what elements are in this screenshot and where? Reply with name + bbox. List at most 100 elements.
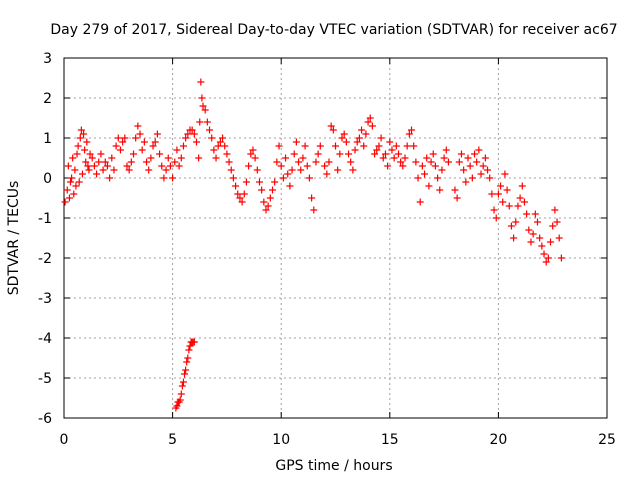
data-point [284, 170, 292, 178]
data-point [134, 122, 142, 130]
data-point [178, 382, 186, 390]
data-point [497, 182, 505, 190]
data-point [297, 166, 305, 174]
data-point [410, 142, 418, 150]
data-point [85, 166, 93, 174]
data-point [242, 178, 250, 186]
data-point [121, 134, 129, 142]
data-point [68, 174, 76, 182]
data-point [188, 126, 196, 134]
data-point [181, 370, 189, 378]
data-point [425, 182, 433, 190]
data-point [251, 154, 259, 162]
data-point [173, 402, 181, 410]
data-point [262, 206, 270, 214]
data-point [427, 158, 435, 166]
data-point [366, 114, 374, 122]
data-point [477, 170, 485, 178]
data-point [219, 134, 227, 142]
data-point [125, 166, 133, 174]
data-point [529, 230, 537, 238]
data-point [123, 162, 131, 170]
data-point [186, 342, 194, 350]
data-point [488, 190, 496, 198]
data-point [190, 130, 198, 138]
data-point [316, 142, 324, 150]
data-point [505, 202, 513, 210]
data-point [362, 130, 370, 138]
data-point [149, 142, 157, 150]
data-point [390, 154, 398, 162]
y-axis-label: SDTVAR / TECUs [6, 181, 22, 296]
data-point [538, 242, 546, 250]
data-point [166, 162, 174, 170]
data-point [364, 118, 372, 126]
data-point [264, 202, 272, 210]
data-point [525, 226, 533, 234]
data-point [557, 254, 565, 262]
plot-frame [63, 57, 608, 419]
x-tick-label: 25 [598, 432, 616, 448]
data-point [408, 126, 416, 134]
data-point [394, 150, 402, 158]
data-point [436, 186, 444, 194]
data-point [225, 158, 233, 166]
data-point [112, 142, 120, 150]
data-point [516, 194, 524, 202]
data-point [74, 142, 82, 150]
x-tick-label: 10 [272, 432, 290, 448]
data-point [78, 170, 86, 178]
data-point [197, 78, 205, 86]
data-point [232, 182, 240, 190]
data-point [80, 130, 88, 138]
data-point [375, 142, 383, 150]
data-point [347, 158, 355, 166]
data-point [345, 150, 353, 158]
data-point [275, 142, 283, 150]
data-point [119, 138, 127, 146]
data-point [279, 174, 287, 182]
data-point [143, 158, 151, 166]
data-point [340, 130, 348, 138]
y-tick-label: -6 [38, 411, 52, 427]
x-tick-label: 5 [168, 432, 177, 448]
data-point [440, 154, 448, 162]
data-point [520, 198, 528, 206]
data-point [238, 198, 246, 206]
data-point [512, 218, 520, 226]
data-point [473, 158, 481, 166]
data-point [203, 118, 211, 126]
data-point [185, 346, 193, 354]
data-point [397, 158, 405, 166]
data-point [301, 142, 309, 150]
data-point [388, 146, 396, 154]
data-point [153, 130, 161, 138]
data-point [169, 174, 177, 182]
data-point [184, 130, 192, 138]
data-point [547, 238, 555, 246]
data-point [481, 154, 489, 162]
data-point [336, 150, 344, 158]
data-point [418, 162, 426, 170]
y-tick-label: -5 [38, 371, 52, 387]
data-point [73, 150, 81, 158]
data-point [399, 162, 407, 170]
data-point [392, 142, 400, 150]
data-point [507, 222, 515, 230]
data-point [103, 162, 111, 170]
data-point [199, 102, 207, 110]
y-tick-label: -4 [38, 331, 52, 347]
data-point [106, 174, 114, 182]
data-point [65, 194, 73, 202]
chart-title: Day 279 of 2017, Sidereal Day-to-day VTE… [50, 22, 617, 38]
data-point [542, 258, 550, 266]
data-point [221, 142, 229, 150]
data-point [195, 154, 203, 162]
data-point [386, 138, 394, 146]
data-point [555, 234, 563, 242]
data-point [69, 154, 77, 162]
data-point [303, 162, 311, 170]
data-point [72, 182, 80, 190]
data-point [551, 206, 559, 214]
data-point [183, 358, 191, 366]
